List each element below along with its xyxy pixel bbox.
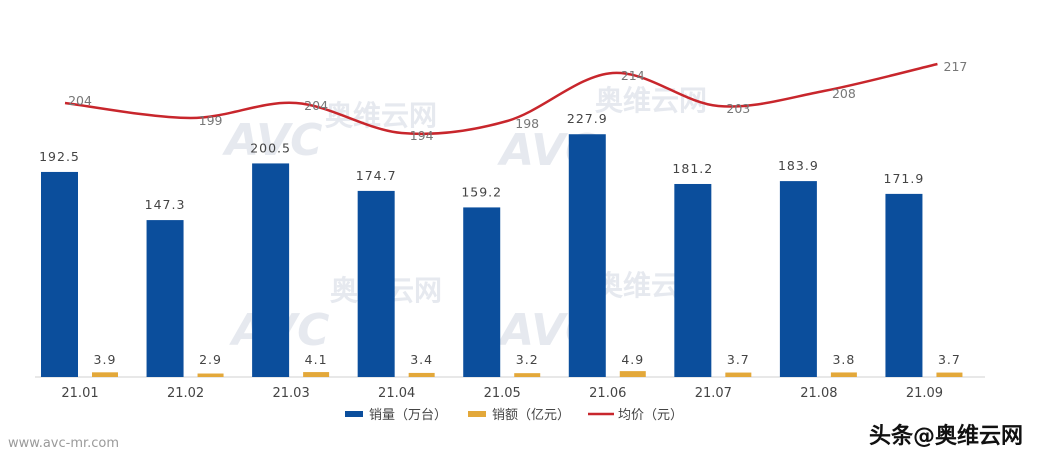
bar-volume (146, 220, 184, 377)
x-tick-label: 21.04 (378, 386, 415, 401)
label-price: 217 (944, 59, 968, 74)
label-price: 204 (304, 98, 328, 113)
label-revenue: 3.8 (832, 352, 855, 367)
x-tick-label: 21.07 (695, 386, 732, 401)
label-volume: 192.5 (39, 149, 80, 164)
line-layer (64, 62, 938, 136)
label-revenue: 3.7 (727, 352, 750, 367)
bar-volume (252, 163, 290, 377)
bar-volume (674, 183, 712, 377)
label-volume: 227.9 (567, 111, 608, 126)
label-revenue: 2.9 (199, 352, 222, 367)
bar-volume (885, 193, 923, 377)
bar-revenue (619, 371, 646, 377)
label-revenue: 3.2 (516, 352, 539, 367)
bar-revenue (725, 372, 752, 377)
watermark-brand: AVC (222, 115, 322, 166)
bar-volume (41, 171, 78, 377)
legend-label: 均价（元） (618, 408, 683, 423)
label-revenue: 4.9 (621, 352, 644, 367)
bar-volume (568, 134, 606, 377)
x-tick-label: 21.06 (589, 386, 626, 401)
bar-revenue (830, 372, 857, 377)
bar-revenue (92, 372, 118, 377)
labels-layer: 192.5 3.9 21.01 147.3 2.9 21.02 200.5 4.1 21.03 1… (39, 59, 967, 401)
legend-label: 销额（亿元） (492, 408, 570, 423)
label-price: 203 (726, 101, 750, 116)
label-price: 194 (410, 128, 434, 143)
label-volume: 183.9 (778, 158, 819, 173)
label-volume: 171.9 (884, 171, 925, 186)
label-volume: 159.2 (461, 184, 502, 199)
label-revenue: 3.9 (94, 352, 117, 367)
bar-revenue (303, 372, 330, 377)
x-tick-label: 21.09 (906, 386, 943, 401)
legend-swatch (468, 411, 486, 417)
label-volume: 174.7 (356, 168, 397, 183)
label-price: 199 (199, 113, 223, 128)
bar-revenue (936, 372, 963, 377)
label-volume: 147.3 (145, 197, 186, 212)
label-price: 198 (515, 116, 539, 131)
watermark-name: 奥维云网 (595, 84, 707, 117)
x-tick-label: 21.01 (61, 386, 98, 401)
bar-revenue (514, 373, 541, 377)
label-revenue: 4.1 (305, 352, 328, 367)
legend-label: 销量（万台） (369, 408, 447, 423)
bar-revenue (408, 372, 435, 377)
x-tick-label: 21.05 (484, 386, 521, 401)
x-tick-label: 21.02 (167, 386, 204, 401)
legend-swatch (345, 411, 363, 417)
x-tick-label: 21.08 (800, 386, 837, 401)
legend: 销量（万台） 销额（亿元） 均价（元） (345, 408, 683, 423)
label-revenue: 3.4 (410, 352, 433, 367)
source-url: www.avc-mr.com (8, 436, 120, 451)
label-price: 204 (68, 93, 92, 108)
label-price: 214 (621, 68, 645, 83)
label-price: 208 (832, 86, 856, 101)
label-volume: 200.5 (250, 140, 291, 155)
price-line (64, 62, 938, 136)
bar-volume (463, 207, 501, 377)
label-volume: 181.2 (672, 161, 713, 176)
bar-volume (357, 190, 395, 377)
bar-revenue (197, 373, 224, 377)
bar-volume (779, 181, 817, 377)
label-revenue: 3.7 (938, 352, 961, 367)
x-tick-label: 21.03 (273, 386, 310, 401)
attribution-label: 头条@奥维云网 (868, 424, 1023, 449)
bars-layer (41, 134, 963, 377)
